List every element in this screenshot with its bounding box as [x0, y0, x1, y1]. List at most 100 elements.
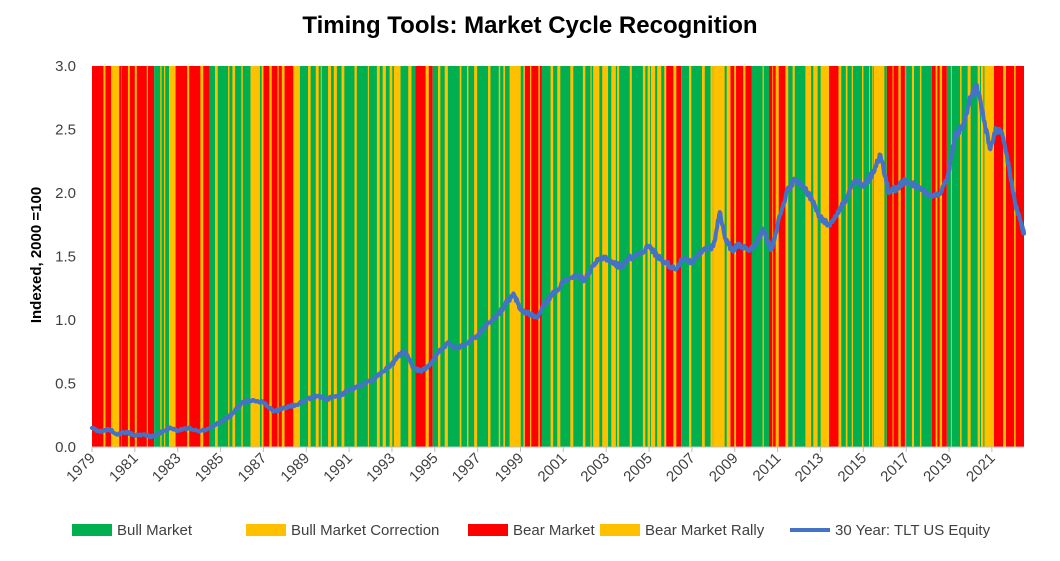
x-tick-label: 1995 — [406, 450, 442, 486]
x-tick-label: 1999 — [492, 450, 528, 486]
regime-stripe — [437, 66, 441, 447]
regime-stripe — [939, 66, 943, 447]
x-tick-label: 1987 — [235, 450, 271, 486]
legend-item-bull_correction: Bull Market Correction — [246, 522, 439, 539]
regime-stripe — [785, 66, 789, 447]
y-tick-label: 1.0 — [55, 312, 76, 329]
legend-label: Bull Market — [117, 522, 193, 539]
regime-stripe — [215, 66, 218, 447]
x-tick-label: 2019 — [920, 450, 956, 486]
x-tick-label: 2011 — [750, 450, 785, 485]
y-tick-label: 2.5 — [55, 122, 76, 139]
regime-stripe — [817, 66, 821, 447]
regime-stripe — [241, 66, 243, 447]
regime-band-bear_rally — [111, 66, 122, 447]
regime-band-bull_correction — [805, 66, 830, 447]
regime-stripe — [200, 66, 204, 447]
regime-stripe — [898, 66, 901, 447]
regime-stripe — [444, 66, 448, 447]
regime-band-bull — [299, 66, 390, 447]
regime-stripe — [146, 66, 148, 447]
regime-stripe — [701, 66, 705, 447]
regime-stripe — [529, 66, 532, 447]
regime-stripe — [582, 66, 586, 447]
legend-item-bear_rally: Bear Market Rally — [600, 522, 765, 539]
legend-label: Bear Market — [513, 522, 596, 539]
regime-stripe — [615, 66, 618, 447]
x-tick-label: 2021 — [963, 450, 999, 486]
regime-band-bear — [524, 66, 542, 447]
regime-stripe — [919, 66, 922, 447]
regime-stripe — [498, 66, 501, 447]
regime-stripe — [950, 66, 952, 447]
regime-stripe — [119, 66, 122, 447]
regime-stripe — [459, 66, 462, 447]
regime-stripe — [608, 66, 612, 447]
regime-band-bear — [886, 66, 907, 447]
legend-swatch — [72, 524, 112, 536]
legend: Bull Market Bull Market Correction Bear Ma… — [72, 522, 991, 539]
regime-stripe — [904, 66, 906, 447]
regime-stripe — [538, 66, 540, 447]
regime-stripe — [277, 66, 279, 447]
regime-stripe — [187, 66, 190, 447]
regime-stripe — [869, 66, 870, 447]
y-tick-label: 2.0 — [55, 185, 76, 202]
regime-stripe — [328, 66, 331, 447]
regime-band-bear — [730, 66, 752, 447]
regime-stripe — [935, 66, 938, 447]
regime-stripe — [382, 66, 386, 447]
regime-band-bull — [154, 66, 170, 447]
x-tick-label: 2005 — [620, 450, 656, 486]
regime-band-bear — [121, 66, 155, 447]
regime-band-bear_rally — [293, 66, 300, 447]
regime-stripe — [466, 66, 469, 447]
y-tick-label: 0.5 — [55, 376, 76, 393]
legend-swatch — [246, 524, 286, 536]
regime-stripe — [590, 66, 592, 447]
regime-band-bear — [175, 66, 210, 447]
series-lines — [90, 83, 1026, 440]
y-axis-label: Indexed, 2000 =100 — [28, 187, 45, 323]
regime-band-bull — [906, 66, 932, 447]
regime-stripe — [503, 66, 506, 447]
regime-band-bull — [946, 66, 982, 447]
x-tick-label: 2001 — [535, 450, 571, 486]
x-tick-label: 2013 — [792, 450, 828, 486]
regime-stripe — [673, 66, 677, 447]
regime-stripe — [661, 66, 665, 447]
regime-stripe — [862, 66, 864, 447]
x-tick-label: 1993 — [363, 450, 399, 486]
regime-band-bull — [751, 66, 770, 447]
regime-stripe — [392, 66, 394, 447]
regime-stripe — [977, 66, 980, 447]
regime-stripe — [983, 66, 985, 447]
regime-stripe — [134, 66, 137, 447]
regime-stripe — [811, 66, 814, 447]
x-tick-label: 1983 — [149, 450, 185, 486]
regime-stripe — [734, 66, 737, 447]
regime-stripe — [228, 66, 230, 447]
regime-stripe — [160, 66, 162, 447]
regime-stripe — [1003, 66, 1006, 447]
y-tick-label: 3.0 — [55, 58, 76, 75]
legend-item-bear: Bear Market — [468, 522, 596, 539]
regime-stripe — [743, 66, 746, 447]
regime-stripe — [851, 66, 853, 447]
x-tick-label: 2009 — [706, 450, 742, 486]
regime-stripe — [884, 66, 887, 447]
regime-stripe — [1014, 66, 1016, 447]
regime-stripe — [367, 66, 369, 447]
regime-stripe — [408, 66, 412, 447]
regime-bands — [92, 66, 1024, 447]
regime-band-bull — [541, 66, 594, 447]
regime-stripe — [341, 66, 345, 447]
x-tick-label: 1997 — [449, 450, 485, 486]
regime-stripe — [772, 66, 774, 447]
regime-stripe — [308, 66, 311, 447]
regime-stripe — [320, 66, 322, 447]
regime-stripe — [892, 66, 894, 447]
regime-stripe — [724, 66, 727, 447]
regime-stripe — [845, 66, 848, 447]
